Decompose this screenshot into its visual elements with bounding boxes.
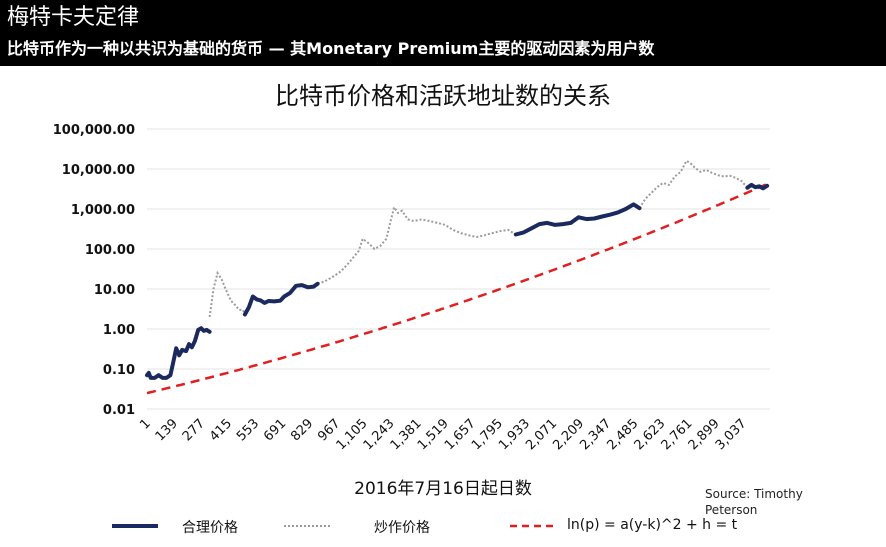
y-tick-label: 10.00: [94, 283, 135, 298]
x-axis-label: 2016年7月16日起日数: [354, 479, 532, 499]
x-tick-label: 553: [234, 416, 262, 444]
y-tick-label: 0.01: [103, 403, 135, 418]
header-banner: 梅特卡夫定律 比特币作为一种以共识为基础的货币 — 其Monetary Prem…: [0, 0, 886, 66]
x-tick-label: 415: [207, 416, 235, 444]
series-model-line: [146, 182, 768, 395]
x-tick-label: 139: [153, 416, 181, 444]
legend-label-speculative-price: 炒作价格: [374, 520, 430, 536]
y-tick-label: 10,000.00: [62, 163, 135, 178]
x-tick-label: 829: [288, 416, 316, 444]
series-speculative-price-line: [638, 159, 749, 209]
x-tick-label: 277: [180, 416, 208, 444]
y-tick-label: 100,000.00: [53, 123, 135, 138]
legend-label-model: ln(p) = a(y-k)^2 + h = t: [567, 517, 738, 533]
x-tick-label: 1: [137, 416, 153, 432]
series-fair-price-line: [745, 182, 770, 191]
legend-label-fair-price: 合理价格: [182, 520, 238, 536]
y-tick-label: 0.10: [103, 363, 135, 378]
y-tick-label: 100.00: [85, 243, 135, 258]
series-speculative-price-line: [208, 270, 246, 318]
banner-title: 梅特卡夫定律: [7, 5, 140, 30]
y-tick-label: 1,000.00: [71, 203, 135, 218]
y-tick-label: 1.00: [103, 323, 135, 338]
x-tick-label: 691: [261, 416, 289, 444]
series-speculative-price-line: [317, 204, 517, 285]
source-note: Source: Timothy Peterson: [705, 487, 803, 517]
x-tick-label: 3,037: [713, 416, 750, 453]
banner-subtitle: 比特币作为一种以共识为基础的货币 — 其Monetary Premium主要的驱…: [7, 39, 655, 58]
series-fair-price-line: [242, 281, 320, 317]
series-fair-price-line: [145, 326, 212, 380]
chart-title: 比特币价格和活跃地址数的关系: [275, 82, 611, 110]
series-fair-price-line: [513, 202, 642, 237]
